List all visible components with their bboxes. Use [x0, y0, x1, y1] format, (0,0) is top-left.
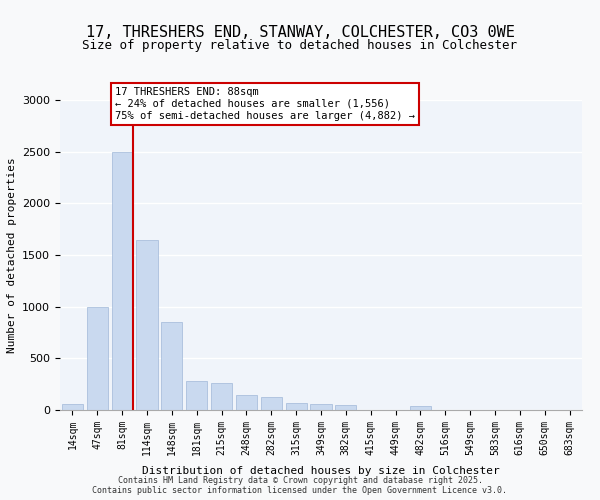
Text: 17, THRESHERS END, STANWAY, COLCHESTER, CO3 0WE: 17, THRESHERS END, STANWAY, COLCHESTER, …	[86, 25, 514, 40]
Bar	[286, 403, 307, 410]
Bar	[136, 240, 158, 410]
Bar	[186, 381, 207, 410]
Bar	[410, 406, 431, 410]
Bar	[87, 306, 108, 410]
Bar	[261, 396, 282, 410]
Bar	[310, 404, 332, 410]
Bar	[112, 152, 133, 410]
Bar	[236, 395, 257, 410]
Bar	[211, 383, 232, 410]
Text: 17 THRESHERS END: 88sqm
← 24% of detached houses are smaller (1,556)
75% of semi: 17 THRESHERS END: 88sqm ← 24% of detache…	[115, 88, 415, 120]
Bar	[161, 322, 182, 410]
Text: Contains HM Land Registry data © Crown copyright and database right 2025.
Contai: Contains HM Land Registry data © Crown c…	[92, 476, 508, 495]
Y-axis label: Number of detached properties: Number of detached properties	[7, 157, 17, 353]
Bar	[62, 404, 83, 410]
Bar	[335, 405, 356, 410]
X-axis label: Distribution of detached houses by size in Colchester: Distribution of detached houses by size …	[142, 466, 500, 476]
Text: Size of property relative to detached houses in Colchester: Size of property relative to detached ho…	[83, 38, 517, 52]
